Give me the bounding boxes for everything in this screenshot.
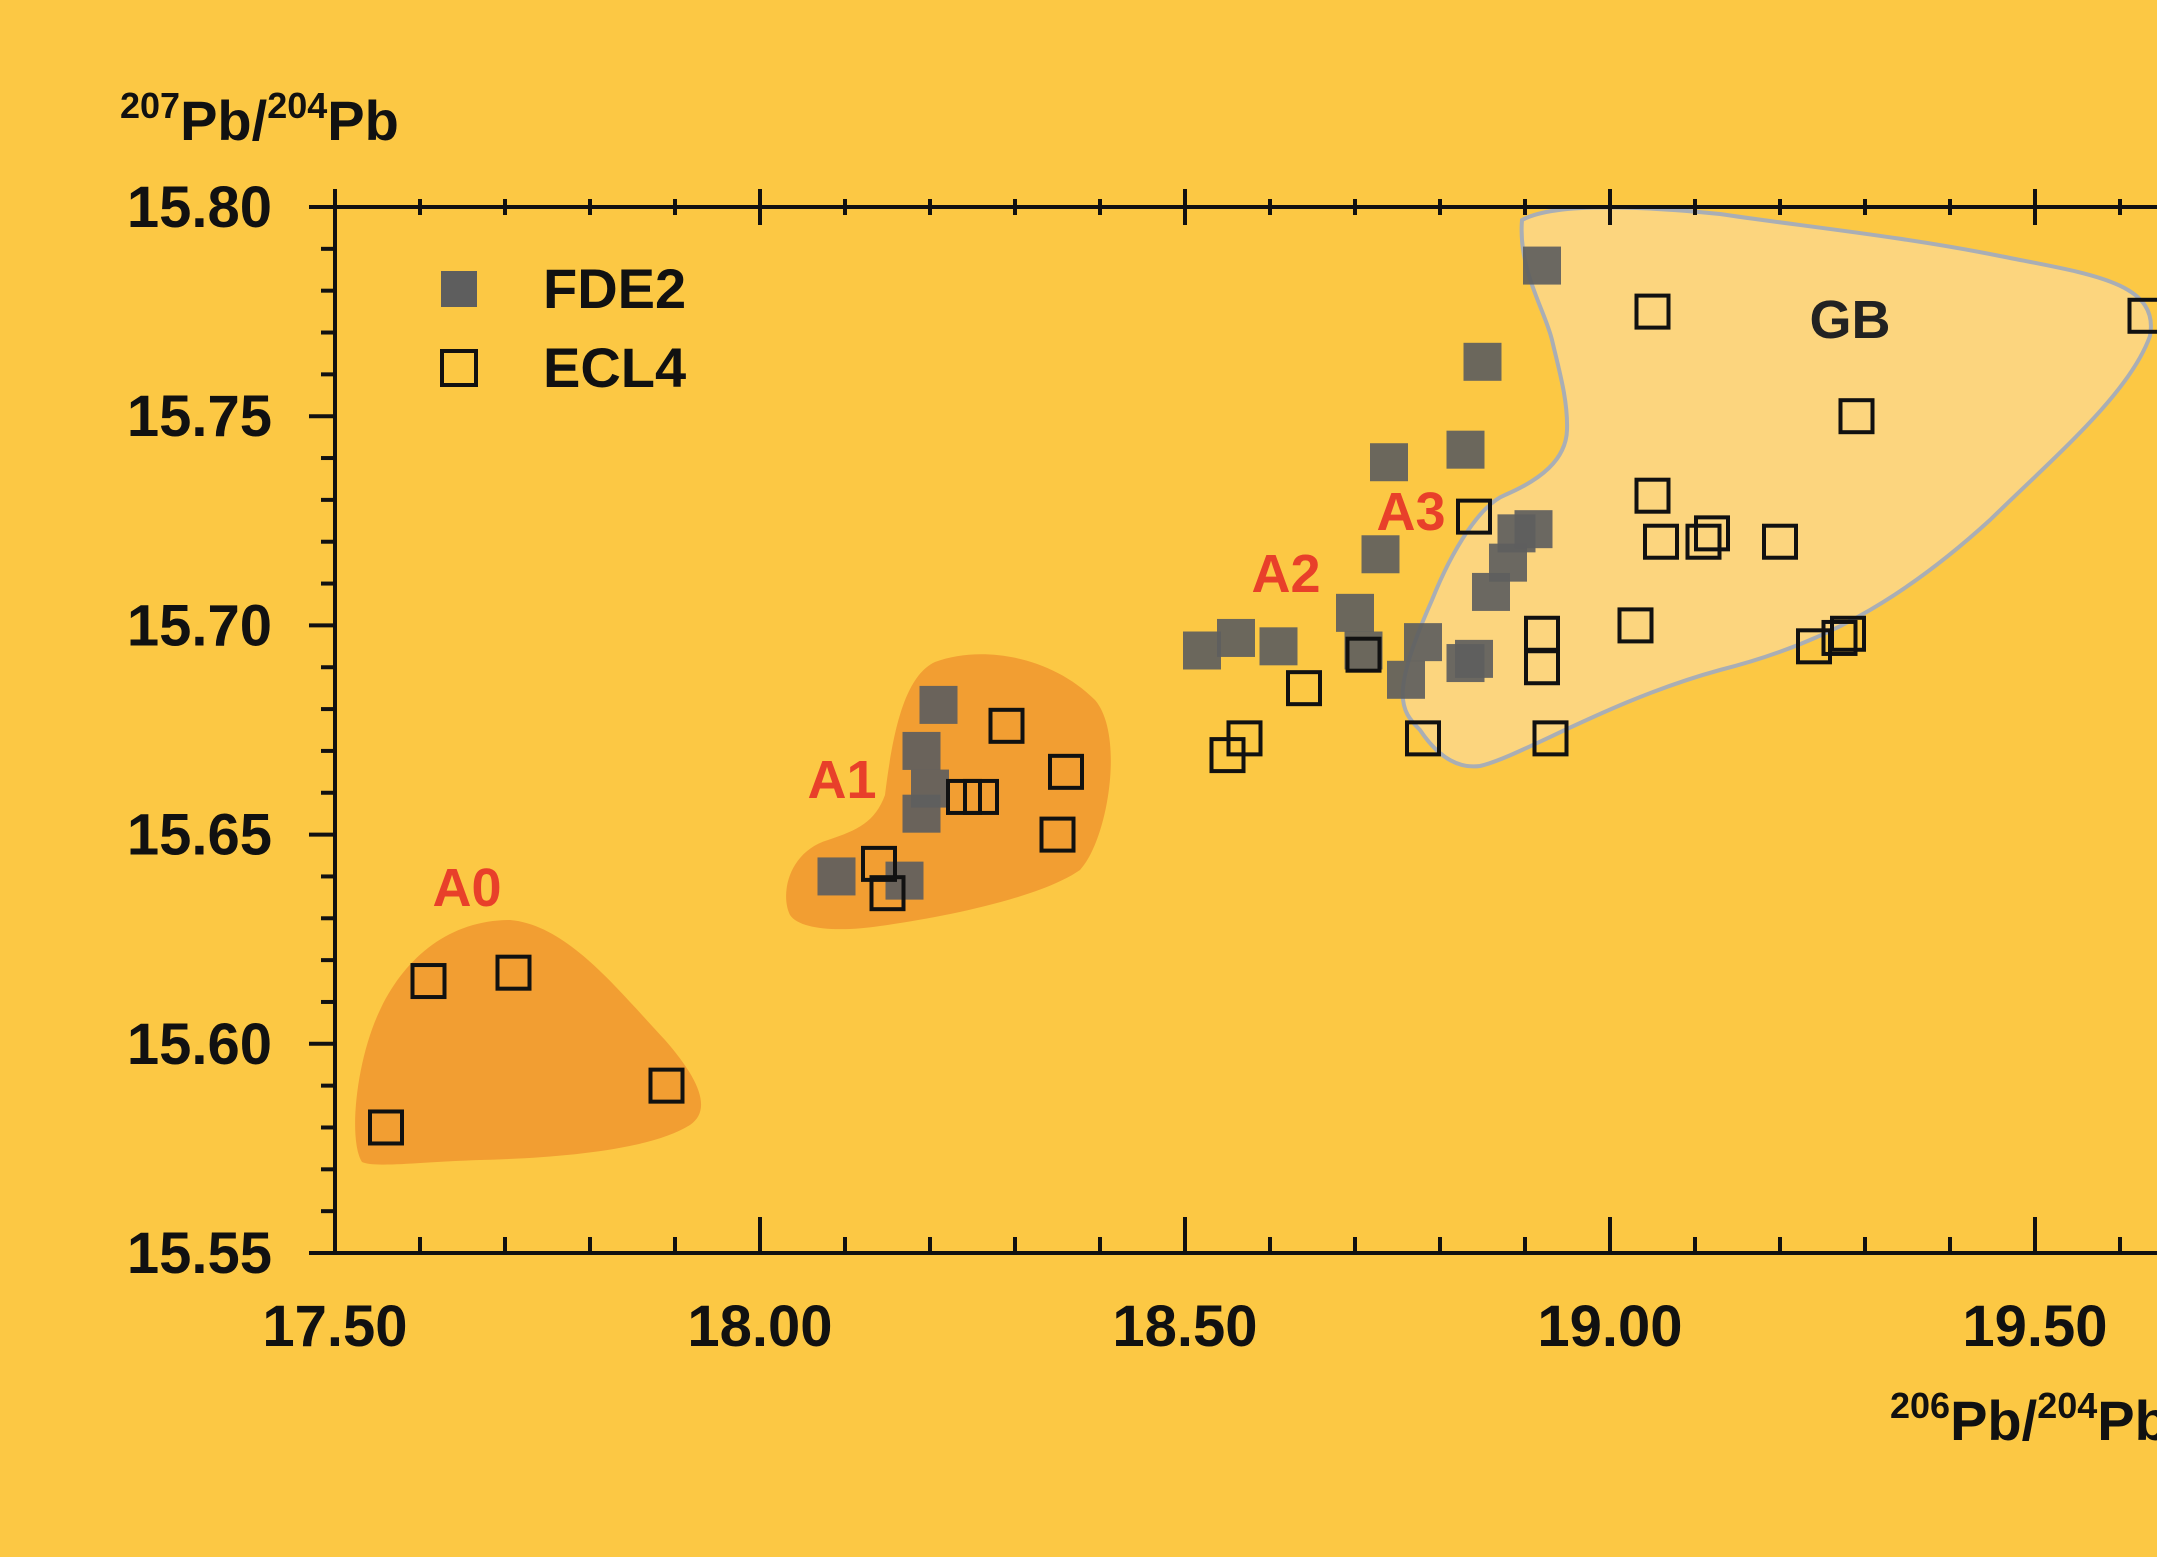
data-point-fde2 — [817, 857, 856, 896]
legend: FDE2 ECL4 — [440, 257, 686, 399]
x-tick-label: 18.00 — [687, 1294, 832, 1359]
data-point-ecl4 — [1634, 293, 1671, 330]
data-point-fde2 — [1463, 342, 1502, 381]
y-axis-title-sup1: 207 — [120, 85, 180, 126]
region-label-a1: A1 — [807, 750, 876, 810]
data-point-ecl4 — [861, 845, 897, 882]
data-point-ecl4 — [1762, 523, 1798, 560]
data-point-ecl4 — [1643, 523, 1679, 560]
data-point-fde2 — [919, 685, 958, 724]
data-point-ecl4 — [963, 778, 999, 815]
data-point-ecl4 — [988, 707, 1025, 744]
data-point-ecl4 — [1524, 649, 1560, 686]
region-label-gb: GB — [1810, 290, 1891, 350]
y-tick-label: 15.75 — [127, 384, 272, 449]
legend-marker-fde2 — [441, 271, 477, 307]
data-point-fde2 — [1361, 535, 1400, 574]
x-axis-title-text2: Pb — [2097, 1389, 2157, 1452]
data-point-fde2 — [1514, 510, 1553, 549]
data-point-ecl4 — [1286, 670, 1322, 707]
data-point-fde2 — [1336, 593, 1374, 632]
data-point-fde2 — [1404, 623, 1442, 662]
x-tick-labels: 17.50 18.00 18.50 19.00 19.50 — [262, 1294, 2107, 1359]
data-point-fde2 — [1183, 631, 1221, 670]
y-tick-label: 15.55 — [127, 1221, 272, 1286]
legend-marker-ecl4 — [440, 349, 478, 387]
y-tick-label: 15.70 — [127, 593, 272, 658]
data-point-fde2 — [911, 769, 949, 808]
data-point-ecl4 — [1226, 720, 1263, 757]
data-point-ecl4 — [1821, 619, 1858, 656]
data-point-ecl4 — [648, 1067, 685, 1104]
data-point-fde2 — [1523, 246, 1561, 285]
data-point-ecl4 — [1685, 523, 1722, 560]
data-point-ecl4 — [1532, 720, 1569, 757]
data-point-ecl4 — [869, 875, 906, 912]
data-point-ecl4 — [1830, 615, 1866, 652]
data-point-ecl4 — [1694, 515, 1730, 552]
axes-layer — [309, 189, 2157, 1255]
x-axis-title-sup1: 206 — [1890, 1385, 1950, 1426]
x-axis-title-text1: Pb/ — [1950, 1389, 2038, 1452]
y-axis-title: 207Pb/204Pb — [120, 85, 399, 152]
y-tick-labels: 15.80 15.75 15.70 15.65 15.60 15.55 — [127, 175, 272, 1286]
data-point-fde2 — [902, 731, 941, 770]
y-tick-label: 15.80 — [127, 175, 272, 240]
data-point-ecl4 — [1048, 753, 1084, 790]
field-a0 — [355, 920, 702, 1165]
x-axis-title: 206Pb/204Pb — [1890, 1385, 2157, 1452]
x-tick-label: 17.50 — [262, 1294, 407, 1359]
y-axis-title-text1: Pb/ — [180, 89, 268, 152]
data-point-ecl4 — [495, 954, 532, 991]
y-tick-label: 15.60 — [127, 1012, 272, 1077]
data-point-fde2 — [1259, 627, 1298, 666]
data-point-ecl4 — [1838, 398, 1875, 435]
region-label-a2: A2 — [1251, 544, 1320, 604]
data-point-ecl4 — [1345, 636, 1382, 673]
region-label-a0: A0 — [432, 858, 501, 918]
data-point-fde2 — [1446, 430, 1485, 469]
x-axis-title-sup2: 204 — [2037, 1385, 2097, 1426]
field-gb — [1400, 205, 2153, 769]
y-axis-title-text2: Pb — [327, 89, 399, 152]
data-point-ecl4 — [1634, 477, 1671, 514]
x-tick-label: 19.00 — [1537, 1294, 1682, 1359]
y-axis-title-sup2: 204 — [267, 85, 327, 126]
data-point-ecl4 — [1456, 498, 1492, 535]
data-point-fde2 — [1455, 639, 1493, 678]
data-point-ecl4 — [1617, 607, 1654, 644]
data-point-fde2 — [1387, 660, 1425, 699]
legend-label-fde2: FDE2 — [543, 257, 686, 320]
data-point-ecl4 — [2127, 297, 2157, 334]
data-point-fde2 — [1370, 443, 1408, 482]
region-label-a3: A3 — [1376, 482, 1445, 542]
data-point-ecl4 — [368, 1109, 404, 1146]
data-point-ecl4 — [1039, 816, 1076, 853]
x-tick-label: 18.50 — [1112, 1294, 1257, 1359]
data-points-layer — [368, 246, 2157, 1146]
x-tick-label: 19.50 — [1962, 1294, 2107, 1359]
data-point-ecl4 — [1405, 720, 1441, 757]
y-tick-label: 15.65 — [127, 803, 272, 868]
data-point-ecl4 — [410, 963, 447, 1000]
legend-label-ecl4: ECL4 — [543, 336, 686, 399]
data-point-fde2 — [1217, 618, 1255, 657]
